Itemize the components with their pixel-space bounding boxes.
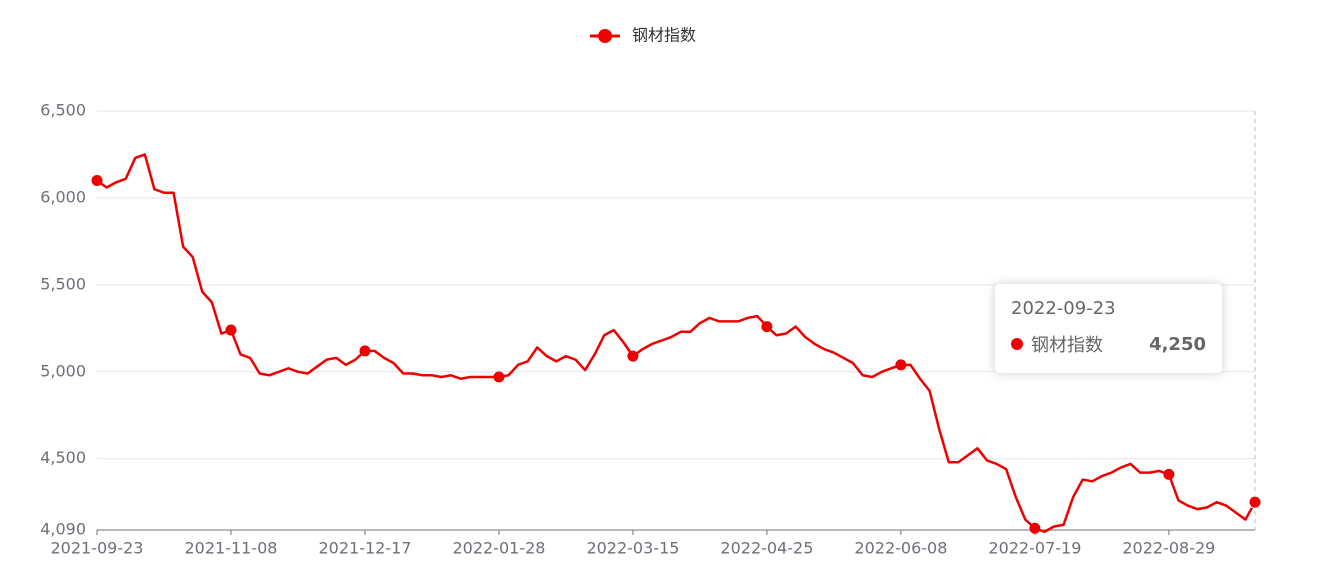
x-tick-label: 2022-04-25 — [720, 539, 813, 558]
x-tick-label: 2021-09-23 — [51, 539, 144, 558]
point — [1248, 495, 1262, 509]
legend-label: 钢材指数 — [632, 26, 696, 45]
tooltip-date: 2022-09-23 — [1011, 298, 1116, 319]
tooltip-row: 钢材指数 4,250 — [1011, 331, 1206, 357]
line — [96, 153, 1257, 533]
tooltip-dot — [1011, 338, 1023, 350]
point — [91, 175, 103, 187]
point — [1163, 468, 1175, 480]
point — [761, 321, 773, 333]
y-tick-label: 4,090 — [40, 520, 86, 539]
y-tick-label: 5,500 — [40, 274, 86, 293]
point — [359, 345, 371, 357]
point — [895, 359, 907, 371]
point — [627, 350, 639, 362]
x-tick-label: 2022-03-15 — [586, 539, 679, 558]
tooltip-value: 4,250 — [1149, 333, 1206, 355]
point — [225, 324, 237, 336]
x-tick-label: 2021-12-17 — [318, 539, 411, 558]
legend-marker — [598, 29, 612, 43]
y-tick-label: 4,500 — [40, 448, 86, 467]
tooltip: 2022-09-23 钢材指数 4,250 — [995, 284, 1222, 373]
tooltip-series: 钢材指数 — [1031, 335, 1103, 356]
y-tick-label: 6,000 — [40, 187, 86, 206]
x-tick-label: 2022-07-19 — [988, 539, 1081, 558]
x-tick-label: 2021-11-08 — [184, 539, 277, 558]
point — [493, 371, 505, 383]
x-tick-label: 2022-06-08 — [854, 539, 947, 558]
x-tick-label: 2022-01-28 — [452, 539, 545, 558]
point — [1029, 522, 1041, 534]
y-tick-label: 5,000 — [40, 361, 86, 380]
y-tick-label: 6,500 — [40, 101, 86, 120]
x-tick-label: 2022-08-29 — [1122, 539, 1215, 558]
